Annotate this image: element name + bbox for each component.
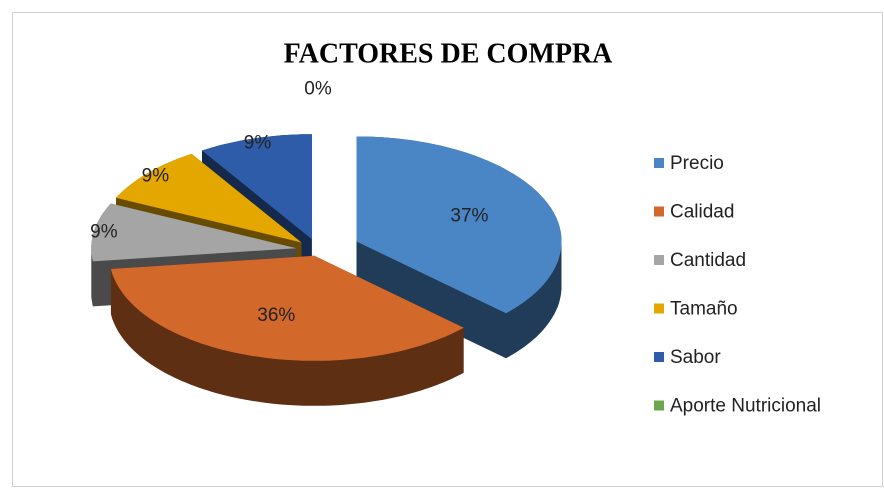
slice bbox=[356, 136, 562, 314]
legend-swatch bbox=[654, 400, 664, 411]
legend-label: Calidad bbox=[670, 202, 734, 223]
legend-swatch bbox=[654, 158, 664, 168]
legend-swatch bbox=[654, 303, 664, 314]
legend-swatch bbox=[654, 352, 664, 362]
data-label: 9% bbox=[142, 166, 170, 187]
legend-label: Sabor bbox=[670, 347, 721, 368]
pie bbox=[91, 134, 562, 406]
chart-title: FACTORES DE COMPRA bbox=[284, 38, 614, 69]
legend-swatch bbox=[654, 206, 664, 217]
legend-label: Aporte Nutricional bbox=[670, 396, 821, 417]
legend-label: Precio bbox=[670, 153, 724, 174]
slice bbox=[91, 203, 297, 262]
slice bbox=[202, 134, 312, 240]
slice bbox=[110, 255, 464, 361]
data-label: 36% bbox=[257, 305, 295, 326]
legend-label: Cantidad bbox=[670, 250, 746, 271]
data-label: 9% bbox=[244, 132, 272, 153]
legend-swatch bbox=[654, 255, 664, 265]
labels: 37% 36% 9% 9% 9% 0% bbox=[90, 78, 488, 325]
data-label: 37% bbox=[450, 205, 488, 226]
data-label: 9% bbox=[90, 222, 118, 243]
data-label: 0% bbox=[304, 78, 332, 99]
legend-label: Tamaño bbox=[670, 299, 738, 320]
slice bbox=[116, 153, 302, 243]
legend: Precio Calidad Cantidad Tamaño Sabor Aporte N… bbox=[654, 153, 821, 417]
